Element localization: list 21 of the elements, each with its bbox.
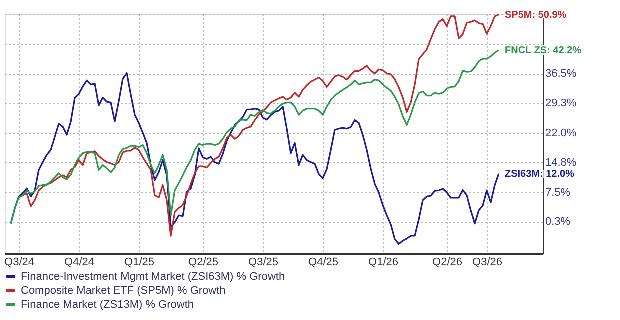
y-tick-label: 0.3%: [546, 216, 571, 228]
x-tick-label: Q4/24: [64, 256, 94, 268]
text: ZSI63M: 12.0%: [505, 168, 575, 180]
x-tick-label: Q3/24: [4, 256, 34, 268]
legend-label: Composite Market ETF (SP5M) % Growth: [21, 285, 226, 297]
x-tick-label: Q1/25: [124, 256, 154, 268]
y-tick-label: 14.8%: [546, 156, 577, 169]
x-tick-label: Q3/26: [472, 256, 502, 268]
x-tick-label: Q2/26: [432, 256, 462, 268]
x-tick-label: Q1/26: [368, 256, 398, 268]
legend-label: Finance Market (ZS13M) % Growth: [21, 299, 194, 311]
legend-label: Finance-Investment Mgmt Market (ZSI63M) % Growth: [21, 271, 286, 283]
line-series: [10, 50, 500, 225]
x-tick-label: Q3/25: [248, 256, 278, 268]
x-tick-label: Q2/25: [188, 256, 218, 268]
y-tick-label: 29.3%: [546, 98, 577, 110]
text: SP5M: 50.9%: [505, 10, 567, 21]
y-tick-label: 7.5%: [546, 186, 571, 199]
y-tick-label: 36.5%: [546, 68, 577, 80]
x-tick-label: Q4/25: [308, 256, 338, 268]
y-tick-label: 22.0%: [546, 127, 577, 140]
